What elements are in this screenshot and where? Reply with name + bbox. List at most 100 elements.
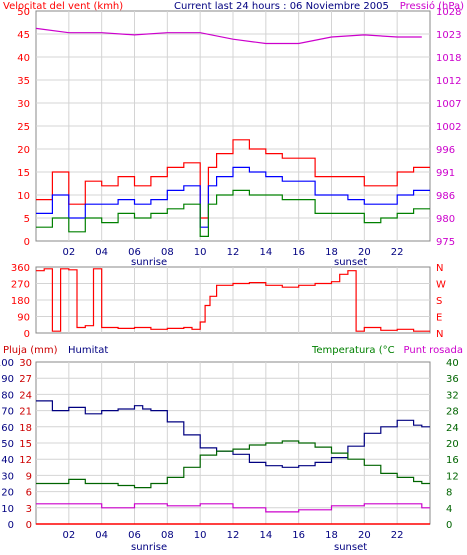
y-tick-label: 15 <box>17 168 30 179</box>
y-tick-label: 1018 <box>436 53 461 64</box>
y-tick-label: 40 <box>446 358 459 369</box>
x-tick-label: 20 <box>358 530 371 541</box>
x-tick-label: 08 <box>161 530 174 541</box>
sunrise-marker-bottom: sunrise <box>131 542 167 553</box>
y-tick-label: 4 <box>446 504 452 515</box>
y-tick-label: 360 <box>11 263 30 274</box>
y-tick-label: 975 <box>436 237 455 248</box>
x-tick-label: 02 <box>62 247 75 258</box>
y-tick-label: 36 <box>446 374 459 385</box>
y-tick-label: 40 <box>1 455 14 466</box>
gust-wind-line <box>36 139 430 219</box>
y-tick-label: 0 <box>446 520 452 531</box>
x-tick-label: 14 <box>259 247 272 258</box>
x-tick-label: 10 <box>194 530 207 541</box>
y-tick-label: 0 <box>24 237 30 248</box>
x-tick-label: 14 <box>259 530 272 541</box>
y-tick-label: W <box>436 280 446 291</box>
y-tick-label: 1028 <box>436 7 461 18</box>
y-tick-label: 60 <box>1 423 14 434</box>
y-tick-label: 1007 <box>436 99 461 110</box>
climate-series <box>36 400 430 525</box>
y-tick-label: N <box>436 263 443 274</box>
y-tick-label: S <box>436 296 442 307</box>
y-tick-label: 986 <box>436 191 455 202</box>
sunset-marker-bottom: sunset <box>334 542 367 553</box>
x-tick-label: 04 <box>95 247 108 258</box>
x-tick-label: 04 <box>95 530 108 541</box>
y-tick-label: 100 <box>0 358 14 369</box>
y-tick-label: 3 <box>26 504 32 515</box>
y-tick-label: 270 <box>11 280 30 291</box>
rain-axis-label: Pluja (mm) <box>3 345 58 356</box>
humidity-y-ticks: 0 10 20 30 40 50 60 70 80 90 100 <box>0 358 14 531</box>
temperature-y-ticks: 0 4 8 12 16 20 24 28 32 36 40 <box>446 358 459 531</box>
x-tick-label: 22 <box>391 247 404 258</box>
y-tick-label: 32 <box>446 390 459 401</box>
y-tick-label: 15 <box>19 439 32 450</box>
y-tick-label: 12 <box>446 471 459 482</box>
climate-x-ticks: 02 04 06 08 10 12 14 16 18 20 22 <box>62 530 403 541</box>
y-tick-label: 28 <box>446 407 459 418</box>
chart-title: Current last 24 hours : 06 Noviembre 200… <box>174 1 389 12</box>
y-tick-label: 50 <box>17 7 30 18</box>
temperature-line <box>36 440 430 489</box>
wind-direction-line <box>36 268 430 332</box>
y-tick-label: 25 <box>17 122 30 133</box>
y-tick-label: 12 <box>19 455 32 466</box>
sunrise-marker: sunrise <box>131 257 167 268</box>
y-tick-label: 30 <box>17 99 30 110</box>
min-wind-line <box>36 189 430 237</box>
pressure-y-ticks: 975 980 986 991 996 1002 1007 1012 1018 1023 1028 <box>436 7 461 248</box>
x-tick-label: 22 <box>391 530 404 541</box>
y-tick-label: 10 <box>1 504 14 515</box>
y-tick-label: 30 <box>19 358 32 369</box>
y-tick-label: 50 <box>1 439 14 450</box>
y-tick-label: 27 <box>19 374 32 385</box>
y-tick-label: 20 <box>1 488 14 499</box>
x-tick-label: 20 <box>358 247 371 258</box>
x-tick-label: 12 <box>227 247 240 258</box>
climate-panel: 0102030405060708090100 03691215182124273… <box>0 345 463 553</box>
dewpoint-line <box>36 503 430 513</box>
x-tick-label: 16 <box>292 247 305 258</box>
y-tick-label: 0 <box>26 520 32 531</box>
y-tick-label: 1012 <box>436 76 461 87</box>
y-tick-label: 90 <box>1 374 14 385</box>
dewpoint-axis-label: Punt rosada <box>404 345 463 356</box>
avg-wind-line <box>36 166 430 228</box>
x-tick-label: 02 <box>62 530 75 541</box>
y-tick-label: 45 <box>17 30 30 41</box>
y-tick-label: 991 <box>436 168 455 179</box>
y-tick-label: 5 <box>24 214 30 225</box>
sunset-marker: sunset <box>334 257 367 268</box>
y-tick-label: 996 <box>436 145 455 156</box>
y-tick-label: 20 <box>446 439 459 450</box>
y-tick-label: E <box>436 313 442 324</box>
x-tick-label: 08 <box>161 247 174 258</box>
y-tick-label: 30 <box>1 471 14 482</box>
y-tick-label: 180 <box>11 296 30 307</box>
y-tick-label: 21 <box>19 407 32 418</box>
y-tick-label: 10 <box>17 191 30 202</box>
humidity-axis-label: Humitat <box>68 345 108 356</box>
direction-y-ticks: 0 90 180 270 360 <box>11 263 30 340</box>
y-tick-label: 24 <box>19 390 32 401</box>
pressure-axis-label: Pressió (hPa) <box>400 0 464 12</box>
y-tick-label: 90 <box>17 313 30 324</box>
wind-series <box>35 27 430 237</box>
y-tick-label: 35 <box>17 76 30 87</box>
x-tick-label: 12 <box>227 530 240 541</box>
y-tick-label: 980 <box>436 214 455 225</box>
temperature-axis-label: Temperatura (°C <box>311 345 395 356</box>
x-tick-label: 06 <box>128 530 141 541</box>
y-tick-label: 70 <box>1 407 14 418</box>
wind-y-ticks: 0 5 10 15 20 25 30 35 40 45 50 <box>17 7 30 248</box>
y-tick-label: 1023 <box>436 30 461 41</box>
direction-series <box>36 268 430 332</box>
y-tick-label: 18 <box>19 423 32 434</box>
x-tick-label: 18 <box>325 530 338 541</box>
